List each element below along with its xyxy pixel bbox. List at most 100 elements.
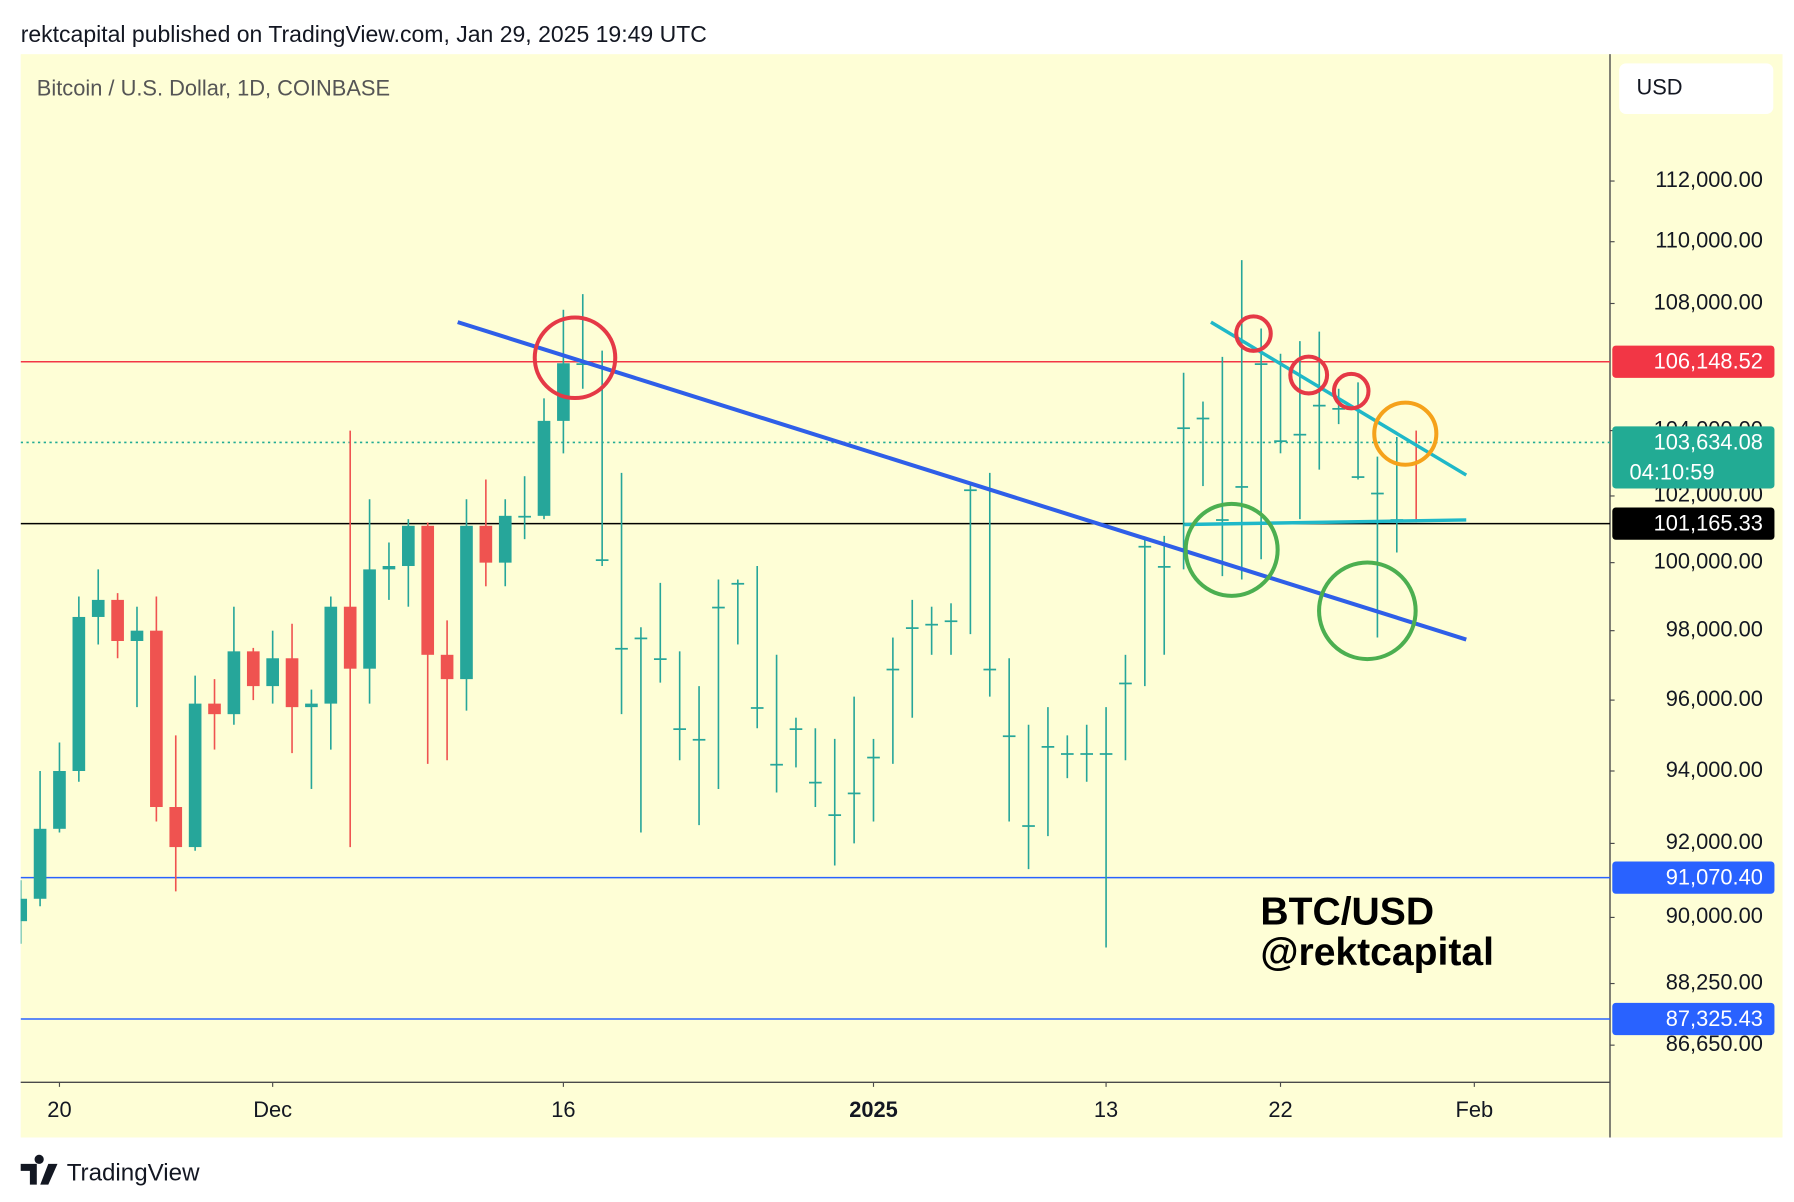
trendline — [1184, 518, 1467, 527]
x-tick-label: 13 — [1094, 1097, 1118, 1122]
x-tick-label: 16 — [551, 1097, 575, 1122]
candle-body — [1274, 440, 1287, 443]
candle-body — [809, 781, 822, 784]
annotations — [457, 314, 1468, 662]
candle-body — [91, 599, 105, 617]
chart-background — [20, 54, 1783, 1138]
candle-body — [905, 627, 919, 629]
price-tag — [1612, 1002, 1775, 1036]
candle-body — [1216, 519, 1229, 521]
price-tag-label: 103,634.08 — [1654, 429, 1763, 454]
y-tick-label: 96,000.00 — [1666, 686, 1763, 711]
y-tick-label: 90,000.00 — [1666, 903, 1763, 928]
candle-body — [72, 616, 86, 771]
candle-body — [382, 566, 396, 570]
candle-body — [1119, 682, 1132, 685]
price-tags: 106,148.52 103,634.08 04:10:59 101,165.33 91… — [1612, 345, 1775, 1036]
candle-body — [1332, 407, 1345, 410]
price-tag-label: 106,148.52 — [1654, 349, 1763, 374]
price-tag — [1612, 507, 1775, 540]
candle-body — [770, 763, 783, 766]
candle-body — [479, 525, 493, 563]
candle-body — [1002, 735, 1016, 738]
candle-body — [731, 582, 745, 585]
price-tag-label: 101,165.33 — [1654, 511, 1763, 536]
candle-body — [460, 525, 473, 680]
candle-body — [266, 658, 279, 687]
candle-body — [615, 647, 628, 650]
x-tick-label: 20 — [47, 1097, 71, 1122]
candle-body — [576, 363, 590, 365]
candle-body — [673, 728, 687, 731]
candle-body — [246, 651, 260, 687]
candle-body — [847, 792, 861, 795]
candle-body — [1293, 433, 1307, 436]
x-tick-label: Dec — [253, 1097, 292, 1122]
candle-body — [925, 623, 938, 626]
y-tick-label: 88,250.00 — [1666, 969, 1763, 994]
candle-body — [750, 707, 764, 709]
y-tick-label: 100,000.00 — [1654, 548, 1763, 573]
candle-body — [983, 668, 997, 671]
candle-body — [1371, 492, 1384, 495]
candle-body — [1060, 753, 1074, 755]
circle-marker — [1288, 354, 1330, 396]
x-tick-label: Feb — [1456, 1097, 1494, 1122]
circle-marker — [532, 315, 618, 401]
circle-marker — [1317, 560, 1418, 662]
footer-logo: TradingView — [20, 1154, 200, 1187]
candle-body — [828, 814, 842, 816]
candle-body — [1254, 363, 1268, 365]
circle-marker — [1331, 371, 1371, 411]
price-tag-label: 87,325.43 — [1666, 1006, 1763, 1031]
publisher-header: rektcapital published on TradingView.com… — [21, 21, 707, 47]
candle-body — [692, 738, 706, 741]
watermark: @rektcapital — [1260, 931, 1494, 974]
candle-body — [1157, 566, 1171, 568]
watermark: BTC/USD — [1260, 891, 1434, 934]
currency-label: USD — [1636, 74, 1682, 99]
candle-body — [886, 668, 900, 671]
footer-text: TradingView — [67, 1160, 200, 1187]
candle-body — [944, 620, 958, 623]
x-tick-label: 2025 — [849, 1097, 898, 1122]
price-tag — [1612, 861, 1775, 894]
candle-body — [1196, 417, 1210, 420]
candle-body — [1312, 404, 1326, 407]
x-tick-label: 22 — [1268, 1097, 1292, 1122]
candle-body — [867, 756, 880, 759]
circle-marker — [1183, 501, 1280, 598]
candle-body — [537, 420, 551, 516]
y-tick-label: 92,000.00 — [1666, 829, 1763, 854]
candle-body — [1099, 753, 1113, 755]
candle-body — [324, 606, 338, 704]
price-lines — [20, 360, 1610, 1020]
countdown-label: 04:10:59 — [1630, 459, 1715, 484]
y-tick-label: 98,000.00 — [1666, 616, 1763, 641]
candle-body — [363, 569, 376, 669]
candle-body — [150, 630, 163, 808]
candle-body — [1080, 753, 1094, 755]
candle-body — [518, 515, 531, 518]
candle-body — [305, 703, 318, 708]
y-tick-label: 94,000.00 — [1666, 757, 1763, 782]
logo-icon — [20, 1154, 58, 1185]
candle-body — [1041, 746, 1055, 748]
candle-body — [343, 606, 357, 669]
candle-body — [440, 654, 454, 680]
candle-body — [33, 828, 47, 899]
candle-body — [1022, 825, 1035, 827]
candle-body — [634, 637, 648, 640]
candle-body — [1351, 476, 1365, 478]
candle-body — [421, 525, 435, 655]
circle-marker — [1234, 314, 1273, 353]
candle-body — [653, 658, 667, 660]
y-tick-label: 108,000.00 — [1654, 289, 1763, 314]
candle-body — [285, 658, 299, 708]
trendline — [1210, 320, 1468, 477]
candle-body — [712, 606, 725, 609]
currency-button[interactable] — [1619, 63, 1774, 114]
candle-body — [111, 599, 124, 641]
